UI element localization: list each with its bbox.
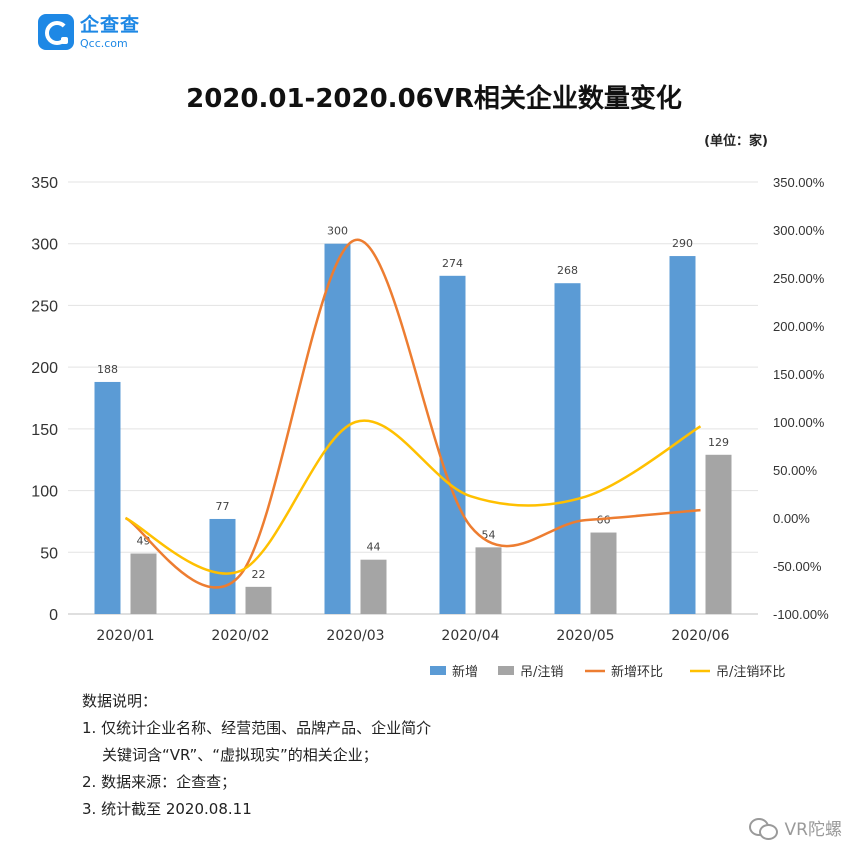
y-right-tick-label: 250.00%	[773, 271, 825, 286]
data-label: 22	[252, 568, 266, 581]
qcc-logo: 企查查 Qcc.com	[38, 14, 140, 50]
y-right-tick-label: 300.00%	[773, 223, 825, 238]
legend-label: 新增环比	[611, 664, 663, 680]
data-label: 188	[97, 363, 118, 376]
bar-new	[669, 256, 696, 614]
bar-new	[209, 518, 236, 614]
bar-new	[94, 381, 121, 614]
x-tick-label: 2020/04	[441, 628, 499, 644]
legend-swatch	[430, 666, 446, 675]
watermark-text: VR陀螺	[784, 820, 842, 840]
logo-name: 企查查	[80, 13, 141, 36]
notes-line-1: 1. 仅统计企业名称、经营范围、品牌产品、企业简介	[82, 719, 432, 737]
y-left-tick-label: 250	[31, 298, 58, 315]
y-right-tick-label: 150.00%	[773, 367, 825, 382]
data-label: 290	[672, 237, 693, 250]
line-cancelled-mom	[124, 419, 702, 575]
data-notes: 数据说明： 1. 仅统计企业名称、经营范围、品牌产品、企业简介 关键词含“VR”…	[82, 688, 431, 823]
logo-sub: Qcc.com	[80, 36, 128, 50]
watermark: VR陀螺	[748, 815, 842, 840]
y-right-tick-label: 100.00%	[773, 415, 825, 430]
notes-line-1b: 关键词含“VR”、“虚拟现实”的相关企业；	[102, 746, 378, 764]
y-left-tick-label: 150	[31, 422, 58, 439]
legend-label: 新增	[452, 664, 478, 680]
x-tick-label: 2020/01	[96, 628, 154, 644]
bar-new	[554, 283, 581, 614]
data-label: 77	[216, 500, 230, 513]
line-new-mom	[124, 238, 701, 589]
y-right-tick-label: -100.00%	[773, 607, 829, 622]
y-right-tick-label: 350.00%	[773, 175, 825, 190]
data-label: 268	[557, 264, 578, 277]
data-label: 66	[597, 514, 611, 527]
legend-swatch	[498, 666, 514, 675]
data-label: 44	[367, 541, 381, 554]
legend-label: 吊/注销	[520, 665, 563, 680]
y-left-tick-label: 200	[31, 360, 58, 377]
bar-cancelled	[475, 547, 502, 614]
x-tick-label: 2020/03	[326, 628, 384, 644]
data-label: 129	[708, 436, 729, 449]
unit-note: (单位：家)	[704, 134, 768, 149]
qcc-logo-icon	[38, 14, 74, 50]
x-tick-label: 2020/06	[671, 628, 729, 644]
bar-new	[439, 275, 466, 614]
bar-cancelled	[590, 532, 617, 614]
bar-cancelled	[705, 454, 732, 614]
notes-line-2: 2. 数据来源：企查查；	[82, 773, 237, 791]
notes-line-3: 3. 统计截至 2020.08.11	[82, 800, 252, 818]
bar-cancelled	[245, 586, 272, 614]
y-left-tick-label: 100	[31, 484, 58, 501]
y-right-tick-label: 200.00%	[773, 319, 825, 334]
x-tick-label: 2020/05	[556, 628, 614, 644]
x-tick-label: 2020/02	[211, 628, 269, 644]
bar-cancelled	[130, 553, 157, 614]
chart-svg: 0 50 100 150 200 250 300 350 -100.00% -50.00% 0.00…	[31, 175, 829, 680]
data-label: 300	[327, 225, 348, 238]
legend-label: 吊/注销环比	[716, 665, 785, 680]
wechat-icon	[748, 817, 779, 840]
y-right-tick-label: 0.00%	[773, 511, 810, 526]
notes-heading: 数据说明：	[82, 692, 158, 710]
y-right-tick-label: -50.00%	[773, 559, 822, 574]
bar-cancelled	[360, 559, 387, 614]
data-label: 274	[442, 257, 463, 270]
y-right-tick-label: 50.00%	[773, 463, 818, 478]
chart-title: 2020.01-2020.06VR相关企业数量变化	[186, 84, 682, 114]
bar-new	[324, 243, 351, 614]
y-left-tick-label: 50	[40, 545, 58, 562]
y-left-tick-label: 350	[31, 175, 58, 192]
y-left-tick-label: 0	[49, 607, 58, 624]
y-left-tick-label: 300	[31, 237, 58, 254]
